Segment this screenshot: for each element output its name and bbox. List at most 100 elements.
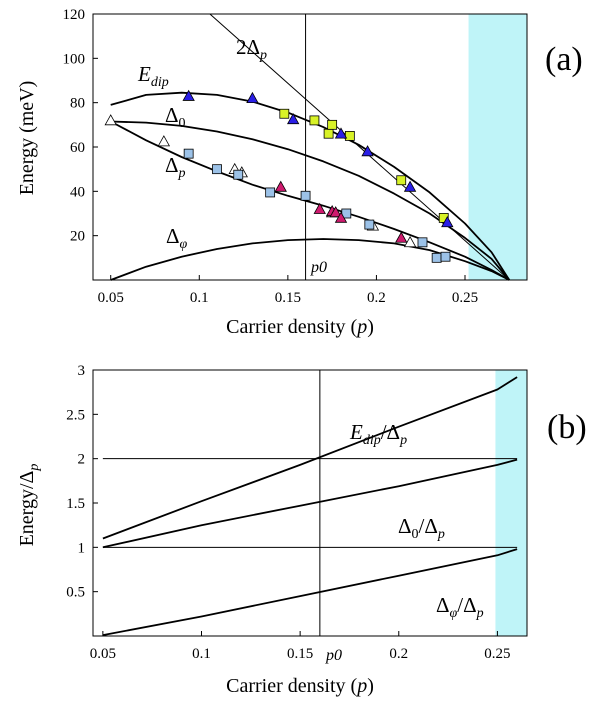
yellow-square-point <box>396 175 407 186</box>
curve-a-2 <box>110 120 510 281</box>
y-axis-title-b: Energy/Δp <box>16 464 42 547</box>
x-axis-title-a-var: p <box>355 316 367 338</box>
curve-b-0 <box>102 376 518 540</box>
x-axis-title-a: Carrier density (p) <box>226 316 374 338</box>
y-tick-label: 100 <box>63 51 86 67</box>
label-deltap-main: Δ <box>165 153 179 177</box>
y-tick-label: 40 <box>70 184 85 200</box>
x-axis-title-b-part1: Carrier density ( <box>226 675 357 697</box>
curve-a-3 <box>110 238 510 281</box>
yellow-square-point <box>344 131 355 141</box>
x-tick-label: 0.1 <box>190 290 209 306</box>
light-blue-square-point <box>183 148 194 159</box>
panel-label-a: (a) <box>545 41 583 78</box>
open-triangle-point <box>403 235 417 248</box>
label-edip-main: E <box>137 62 151 86</box>
label-2deltap-main: 2Δ <box>236 35 260 59</box>
label-delta0-ratio-main: Δ <box>398 514 412 538</box>
x-tick-label: 0.25 <box>484 646 510 662</box>
magenta-triangle-point <box>313 202 326 214</box>
magenta-triangle-point <box>329 206 342 218</box>
open-triangle-point <box>157 135 171 147</box>
curve-a-1 <box>110 120 510 281</box>
light-blue-square-point <box>233 169 244 180</box>
label-deltaphi-ratio-main: Δ <box>436 593 450 617</box>
y-tick-label: 3 <box>78 363 86 379</box>
label-deltap: Δp <box>165 153 186 181</box>
ticks-a: 0.05 0.1 0.15 0.2 0.25 20 40 60 80 100 120 <box>63 7 479 306</box>
p0-label-b: p0 <box>325 647 342 664</box>
label-2deltap-sub: p <box>259 48 267 63</box>
x-tick-label: 0.15 <box>287 646 313 662</box>
blue-triangle-point <box>361 145 374 157</box>
label-deltaphi-main: Δ <box>166 224 180 248</box>
y-axis-title-b-sub: p <box>27 464 42 472</box>
label-edip-ratio-tail: /Δ <box>381 420 400 444</box>
label-deltaphi-ratio-sub: φ <box>450 606 458 621</box>
label-deltaphi-ratio: Δφ/Δp <box>436 593 484 621</box>
blue-triangle-point <box>286 112 300 125</box>
yellow-square-point <box>279 108 290 119</box>
label-delta0-main: Δ <box>165 103 179 127</box>
yellow-square-point <box>309 115 320 126</box>
label-delta0-ratio-sub: 0 <box>412 527 419 542</box>
magenta-triangle-point <box>334 211 348 223</box>
curve-a-0 <box>110 91 511 281</box>
light-blue-square-point <box>300 190 311 201</box>
ticks-b: 0.05 0.1 0.15 0.2 0.25 0.5 1 1.5 2 2.5 3 <box>66 363 510 662</box>
x-tick-label: 0.15 <box>275 290 301 306</box>
x-axis-title-b-var: p <box>355 675 367 697</box>
magenta-triangle-point <box>395 231 408 243</box>
x-tick-label: 0.1 <box>192 646 211 662</box>
curves-b <box>102 370 518 636</box>
label-deltap-sub: p <box>178 166 186 181</box>
y-tick-label: 60 <box>70 140 85 156</box>
light-blue-square-point <box>265 187 276 198</box>
shaded-region-b <box>495 370 527 636</box>
light-blue-square-point <box>417 237 428 248</box>
light-blue-square-point <box>364 219 375 230</box>
markers-a <box>104 89 454 263</box>
curves-a <box>110 13 511 281</box>
label-delta0-ratio-sub2: p <box>437 527 445 542</box>
yellow-square-point <box>327 119 338 130</box>
open-triangle-point <box>104 114 117 126</box>
label-2deltap: 2Δp <box>236 35 267 63</box>
y-axis-title-b-main: Energy/Δ <box>16 470 38 546</box>
magenta-triangle-point <box>274 180 287 192</box>
y-tick-label: 0.5 <box>66 585 85 601</box>
curve-b-2 <box>102 548 518 636</box>
x-tick-label: 0.05 <box>90 646 116 662</box>
x-tick-label: 0.2 <box>389 646 408 662</box>
panel-b: 0.05 0.1 0.15 0.2 0.25 0.5 1 1.5 2 2.5 3 (b) Energ… <box>16 363 587 697</box>
blue-triangle-point <box>246 91 259 104</box>
x-axis-title-a-part2: ) <box>367 316 374 338</box>
y-tick-label: 1.5 <box>66 496 85 512</box>
y-tick-label: 120 <box>63 7 86 23</box>
light-blue-square-point <box>440 251 451 262</box>
y-tick-label: 1 <box>78 540 86 556</box>
label-deltaphi-ratio-tail: /Δ <box>457 593 476 617</box>
light-blue-square-point <box>212 164 222 175</box>
y-tick-label: 2 <box>78 452 86 468</box>
label-edip-sub: dip <box>151 75 169 90</box>
x-tick-label: 0.25 <box>452 290 478 306</box>
blue-triangle-point <box>403 180 417 192</box>
blue-triangle-point <box>334 127 348 139</box>
label-delta0-ratio: Δ0/Δp <box>398 514 445 542</box>
y-tick-label: 80 <box>70 96 85 112</box>
x-axis-title-a-part1: Carrier density ( <box>226 316 357 338</box>
yellow-square-point <box>323 128 334 139</box>
curve-b-1 <box>102 458 518 549</box>
y-axis-title-a: Energy (meV) <box>16 81 38 196</box>
x-tick-label: 0.2 <box>367 290 386 306</box>
label-edip: Edip <box>137 62 169 90</box>
label-deltaphi: Δφ <box>166 224 188 252</box>
x-tick-label: 0.05 <box>98 290 124 306</box>
panel-a: 0.05 0.1 0.15 0.2 0.25 20 40 60 80 100 120 (a) Ene… <box>16 7 583 338</box>
y-tick-label: 20 <box>70 229 85 245</box>
label-deltaphi-ratio-sub2: p <box>476 606 484 621</box>
label-delta0-sub: 0 <box>179 116 186 131</box>
label-edip-ratio-sub: dip <box>363 433 381 448</box>
